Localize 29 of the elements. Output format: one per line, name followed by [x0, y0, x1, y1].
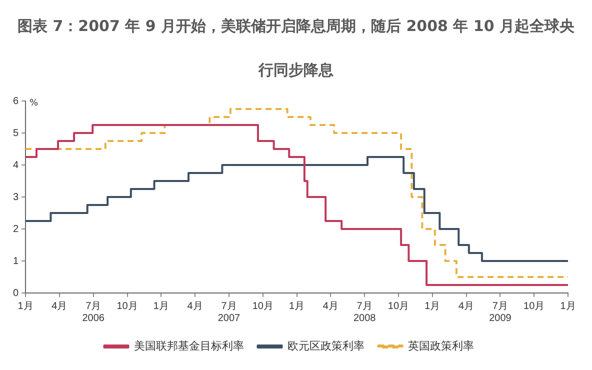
x-tick-label: 1月: [18, 300, 34, 312]
legend-label: 欧元区政策利率: [287, 340, 364, 353]
y-tick-label: 6: [13, 96, 19, 107]
x-tick-label: 4月: [458, 300, 474, 312]
x-tick-label: 7月 2006: [82, 300, 105, 324]
x-tick-label: 7月 2007: [218, 300, 241, 324]
x-tick-label: 1月: [153, 300, 169, 312]
x-tick-label: 7月 2008: [353, 300, 376, 324]
x-tick-label: 4月: [322, 300, 338, 312]
chart-title: 图表 7：2007 年 9 月开始，美联储开启降息周期，随后 2008 年 10 月起全球央行同步降息: [17, 17, 575, 79]
y-tick-label: 5: [13, 128, 19, 139]
x-tick-label: 4月: [187, 300, 203, 312]
x-tick-label: 10月: [116, 300, 138, 312]
legend-label: 美国联邦基金目标利率: [134, 340, 244, 353]
x-tick-label: 7月 2009: [489, 300, 512, 324]
y-tick-label: 1: [13, 256, 19, 267]
x-tick-label: 10月: [388, 300, 410, 312]
y-tick-label: 0: [13, 288, 19, 299]
y-tick-label: 4: [13, 160, 19, 171]
y-tick-label: 2: [13, 224, 19, 235]
x-tick-label: 10月: [524, 300, 545, 312]
legend-label: 英国政策利率: [408, 340, 474, 353]
x-tick-label: 1月: [560, 300, 576, 312]
x-tick-label: 10月: [252, 300, 274, 312]
y-tick-label: 3: [13, 192, 19, 203]
x-tick-label: 1月: [424, 300, 440, 312]
x-tick-label: 1月: [289, 300, 305, 312]
x-tick-label: 4月: [52, 300, 68, 312]
y-axis-title: %: [30, 98, 39, 108]
